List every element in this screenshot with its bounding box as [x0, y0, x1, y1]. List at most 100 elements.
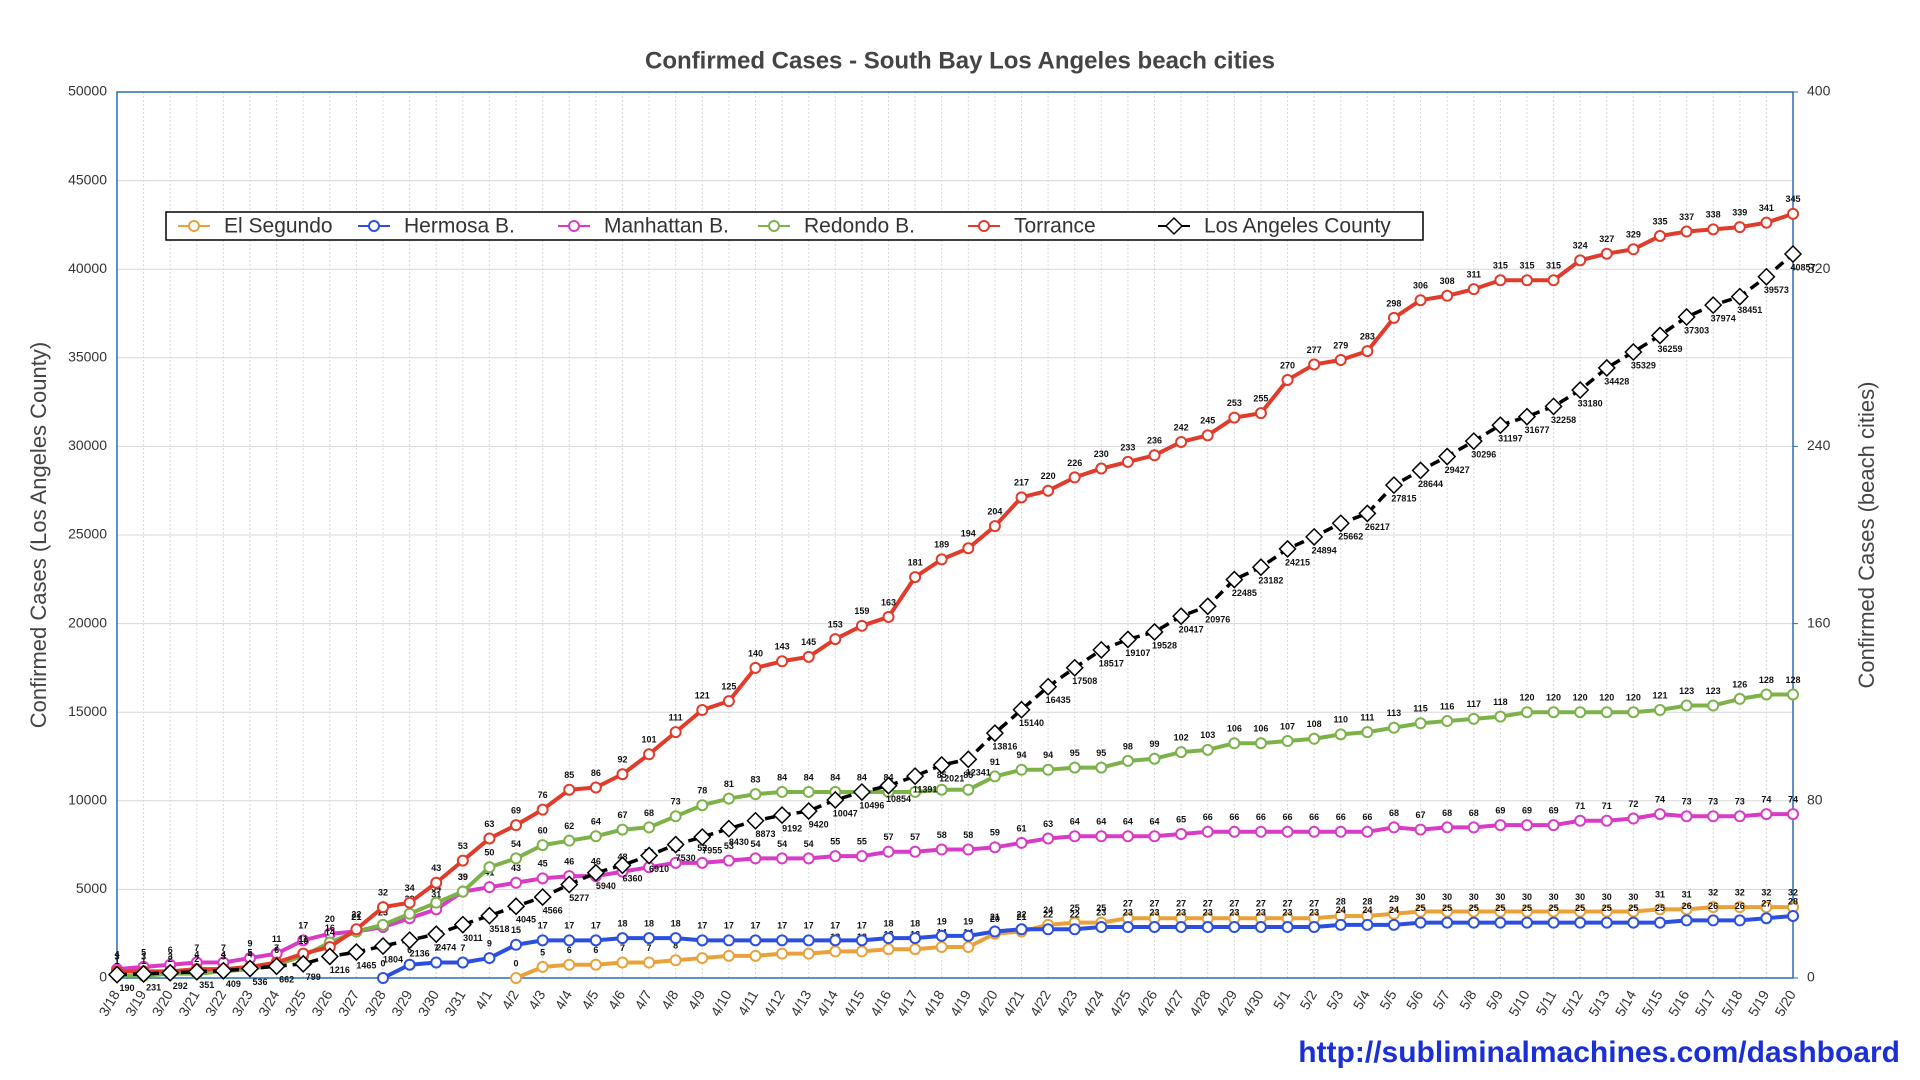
point-marker [1467, 712, 1480, 725]
x-tick-label: 4/8 [658, 987, 682, 1012]
point-marker [1441, 905, 1454, 918]
point-marker [1600, 814, 1613, 827]
point-marker [1148, 449, 1161, 462]
point-marker [373, 936, 393, 956]
data-label: 27 [1229, 899, 1239, 909]
data-label: 68 [1442, 808, 1452, 818]
data-label: 37303 [1684, 325, 1709, 335]
data-label: 6 [593, 945, 598, 955]
data-label: 23 [1096, 907, 1106, 917]
data-label: 32 [1708, 887, 1718, 897]
point-marker [1414, 916, 1427, 929]
data-label: 91 [990, 757, 1000, 767]
point-marker [909, 785, 922, 798]
data-label: 17 [697, 921, 707, 931]
point-marker [510, 876, 523, 889]
data-label: 270 [1280, 360, 1295, 370]
point-marker [935, 553, 948, 566]
x-tick-label: 5/13 [1585, 987, 1613, 1019]
point-marker [536, 960, 549, 973]
point-marker [1520, 905, 1533, 918]
data-label: 31677 [1524, 425, 1549, 435]
data-label: 98 [1123, 741, 1133, 751]
data-label: 13816 [992, 742, 1017, 752]
data-label: 30 [1549, 892, 1559, 902]
point-marker [749, 661, 762, 674]
data-label: 17 [724, 921, 734, 931]
point-marker [483, 952, 496, 965]
point-marker [1467, 905, 1480, 918]
point-marker [826, 790, 845, 810]
data-label: 84 [830, 772, 840, 782]
data-label: 14 [325, 927, 335, 937]
point-marker [1281, 734, 1294, 747]
point-marker [536, 872, 549, 885]
data-label: 5 [141, 947, 146, 957]
data-label: 85 [963, 770, 973, 780]
data-label: 9 [487, 938, 492, 948]
point-marker [1387, 721, 1400, 734]
point-marker [456, 854, 469, 867]
point-marker [643, 932, 656, 945]
data-label: 292 [173, 981, 188, 991]
point-marker [1760, 216, 1773, 229]
point-marker [563, 834, 576, 847]
data-label: 23 [1123, 907, 1133, 917]
legend-label: Los Angeles County [1204, 215, 1391, 238]
data-label: 5940 [596, 881, 616, 891]
point-marker [1281, 373, 1294, 386]
point-marker [988, 925, 1001, 938]
point-marker [855, 934, 868, 947]
x-tick-label: 5/7 [1429, 987, 1453, 1012]
data-label: 15 [511, 925, 521, 935]
data-label: 1 [141, 956, 146, 966]
point-marker [855, 850, 868, 863]
x-tick-label: 3/24 [255, 987, 283, 1019]
point-marker [1148, 752, 1161, 765]
y-tick-label: 45000 [68, 171, 107, 187]
data-label: 30 [1442, 892, 1452, 902]
point-marker [1201, 429, 1214, 442]
point-marker [430, 956, 443, 969]
data-label: 25 [1442, 903, 1452, 913]
point-marker [1068, 830, 1081, 843]
data-label: 11391 [913, 785, 938, 795]
point-marker [377, 918, 390, 931]
point-marker [1627, 706, 1640, 719]
data-label: 308 [1440, 276, 1455, 286]
data-label: 7530 [676, 853, 696, 863]
point-marker [510, 938, 523, 951]
data-label: 1 [114, 956, 119, 966]
data-label: 8873 [755, 829, 775, 839]
data-label: 23 [1229, 907, 1239, 917]
point-marker [1201, 825, 1214, 838]
data-label: 36259 [1657, 344, 1682, 354]
data-label: 3518 [489, 924, 509, 934]
data-label: 121 [1652, 690, 1667, 700]
point-marker [1121, 921, 1134, 934]
y-tick-label: 50000 [68, 83, 107, 99]
point-marker [589, 934, 602, 947]
data-label: 409 [226, 979, 241, 989]
x-tick-label: 4/9 [684, 987, 708, 1012]
point-marker [1068, 761, 1081, 774]
point-marker [1707, 810, 1720, 823]
point-marker [1707, 901, 1720, 914]
series-line [116, 252, 1795, 977]
data-label: 315 [1519, 261, 1534, 271]
data-label: 2136 [410, 949, 430, 959]
x-tick-label: 4/6 [605, 987, 629, 1012]
x-tick-label: 4/29 [1213, 987, 1241, 1019]
point-marker [722, 792, 735, 805]
data-label: 27 [1309, 899, 1319, 909]
data-label: 18 [644, 919, 654, 929]
point-marker [852, 782, 871, 802]
data-label: 54 [777, 839, 787, 849]
data-label: 121 [695, 690, 710, 700]
point-marker [1517, 407, 1537, 426]
data-label: 31 [1655, 890, 1665, 900]
data-label: 23 [1203, 907, 1213, 917]
point-marker [802, 785, 815, 798]
x-tick-label: 4/18 [920, 987, 948, 1019]
data-label: 30 [1469, 892, 1479, 902]
